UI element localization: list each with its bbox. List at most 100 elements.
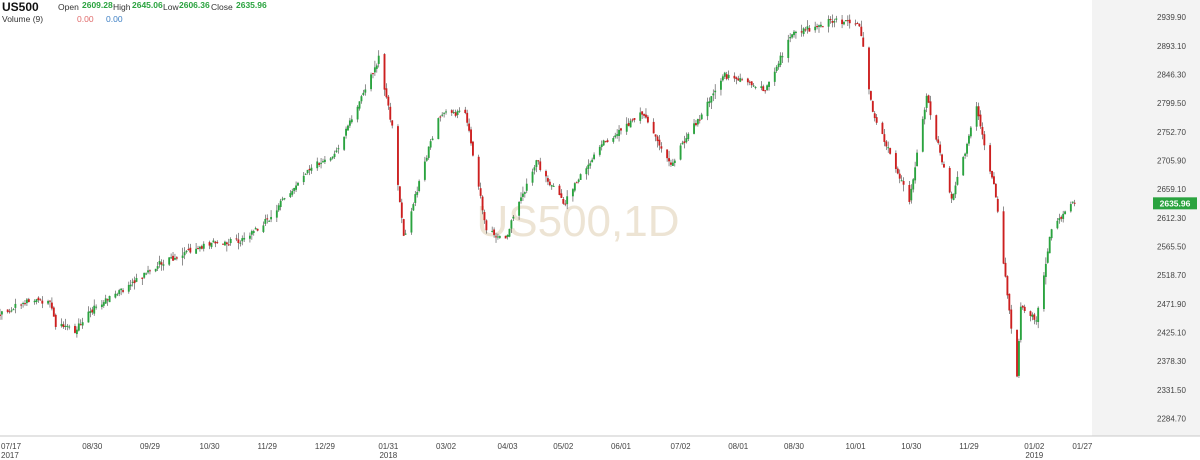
candle-down (398, 186, 401, 203)
candle-up (370, 72, 372, 92)
candle-up (518, 201, 521, 220)
candle-up (87, 306, 90, 323)
candle-up (968, 134, 970, 146)
candle-up (404, 229, 407, 236)
candle-up (120, 288, 123, 296)
candle-down (50, 297, 53, 311)
candle-up (323, 156, 326, 164)
candle-up (571, 188, 574, 202)
candle-up (602, 139, 605, 146)
candle-down (898, 169, 901, 184)
candle-up (416, 186, 419, 198)
ohlc-header: US500 Open 2609.28 High 2645.06 Low 2606… (2, 0, 402, 30)
candle-down (943, 161, 945, 168)
close-label: Close (211, 2, 233, 12)
candle-up (350, 115, 353, 124)
candle-down (939, 141, 942, 156)
candle-up (535, 159, 538, 173)
candle-up (360, 94, 363, 104)
candle-down (856, 21, 859, 25)
candle-down (741, 77, 744, 81)
candle-down (1029, 310, 1032, 322)
candle-down (472, 140, 474, 157)
candle-up (223, 240, 226, 246)
candle-up (452, 109, 455, 114)
candle-up (700, 112, 703, 120)
candle-up (775, 65, 778, 73)
candle-down (894, 150, 897, 173)
candle-up (456, 109, 459, 119)
candle-down (994, 183, 997, 198)
candle-down (189, 243, 192, 254)
candle-up (66, 323, 69, 331)
candle-down (725, 71, 728, 81)
candle-up (275, 204, 278, 223)
candle-up (585, 166, 588, 180)
candle-up (923, 107, 926, 125)
x-tick-year: 2019 (1025, 451, 1043, 460)
candle-up (827, 15, 830, 33)
candle-up (671, 158, 674, 167)
candle-up (437, 117, 440, 140)
candle-down (868, 46, 870, 95)
candle-up (1064, 210, 1067, 215)
candle-up (510, 219, 513, 233)
candle-down (6, 309, 9, 314)
candle-down (216, 240, 219, 244)
candle-down (821, 25, 824, 28)
candle-up (243, 232, 246, 242)
candle-up (618, 125, 620, 142)
candle-up (95, 304, 98, 310)
candle-down (466, 109, 469, 127)
y-tick-label: 2518.70 (1157, 271, 1186, 280)
candle-up (573, 182, 576, 193)
candle-up (154, 268, 157, 273)
candle-down (993, 172, 995, 185)
candle-up (143, 272, 146, 279)
open-label: Open (58, 2, 79, 12)
x-tick-label: 11/29 (959, 442, 979, 451)
candle-up (118, 288, 121, 297)
candle-up (589, 160, 592, 169)
candle-down (750, 81, 753, 88)
last-price-box (1153, 197, 1197, 210)
candle-up (727, 70, 730, 81)
candle-up (185, 250, 188, 254)
x-tick-label: 01/27 (1072, 442, 1093, 451)
candle-up (1044, 257, 1047, 285)
candle-up (1048, 236, 1051, 254)
candle-up (1035, 316, 1038, 325)
candle-down (981, 122, 984, 140)
candle-down (737, 75, 740, 81)
candle-up (81, 317, 84, 329)
candle-up (835, 15, 838, 23)
low-label: Low (163, 2, 179, 12)
volume-value-2: 0.00 (106, 14, 123, 24)
candle-up (210, 242, 213, 249)
candle-up (114, 290, 117, 299)
candle-down (885, 140, 888, 151)
candle-down (237, 232, 240, 250)
candle-down (485, 219, 488, 234)
candle-up (93, 299, 96, 316)
candle-up (279, 198, 282, 211)
candle-up (174, 253, 176, 261)
candle-up (116, 292, 119, 297)
candle-up (598, 144, 601, 157)
candle-up (600, 140, 603, 151)
candle-down (318, 162, 321, 168)
candle-up (687, 132, 690, 142)
candle-up (566, 190, 569, 210)
candle-down (983, 131, 986, 151)
y-tick-label: 2659.10 (1157, 185, 1186, 194)
candle-down (8, 308, 11, 314)
candle-up (912, 177, 915, 193)
candle-up (693, 118, 695, 135)
candle-up (496, 233, 499, 240)
candle-up (170, 253, 173, 259)
candle-down (643, 113, 645, 119)
x-tick-label: 03/02 (436, 442, 457, 451)
candle-up (673, 158, 676, 167)
candle-up (794, 30, 797, 39)
